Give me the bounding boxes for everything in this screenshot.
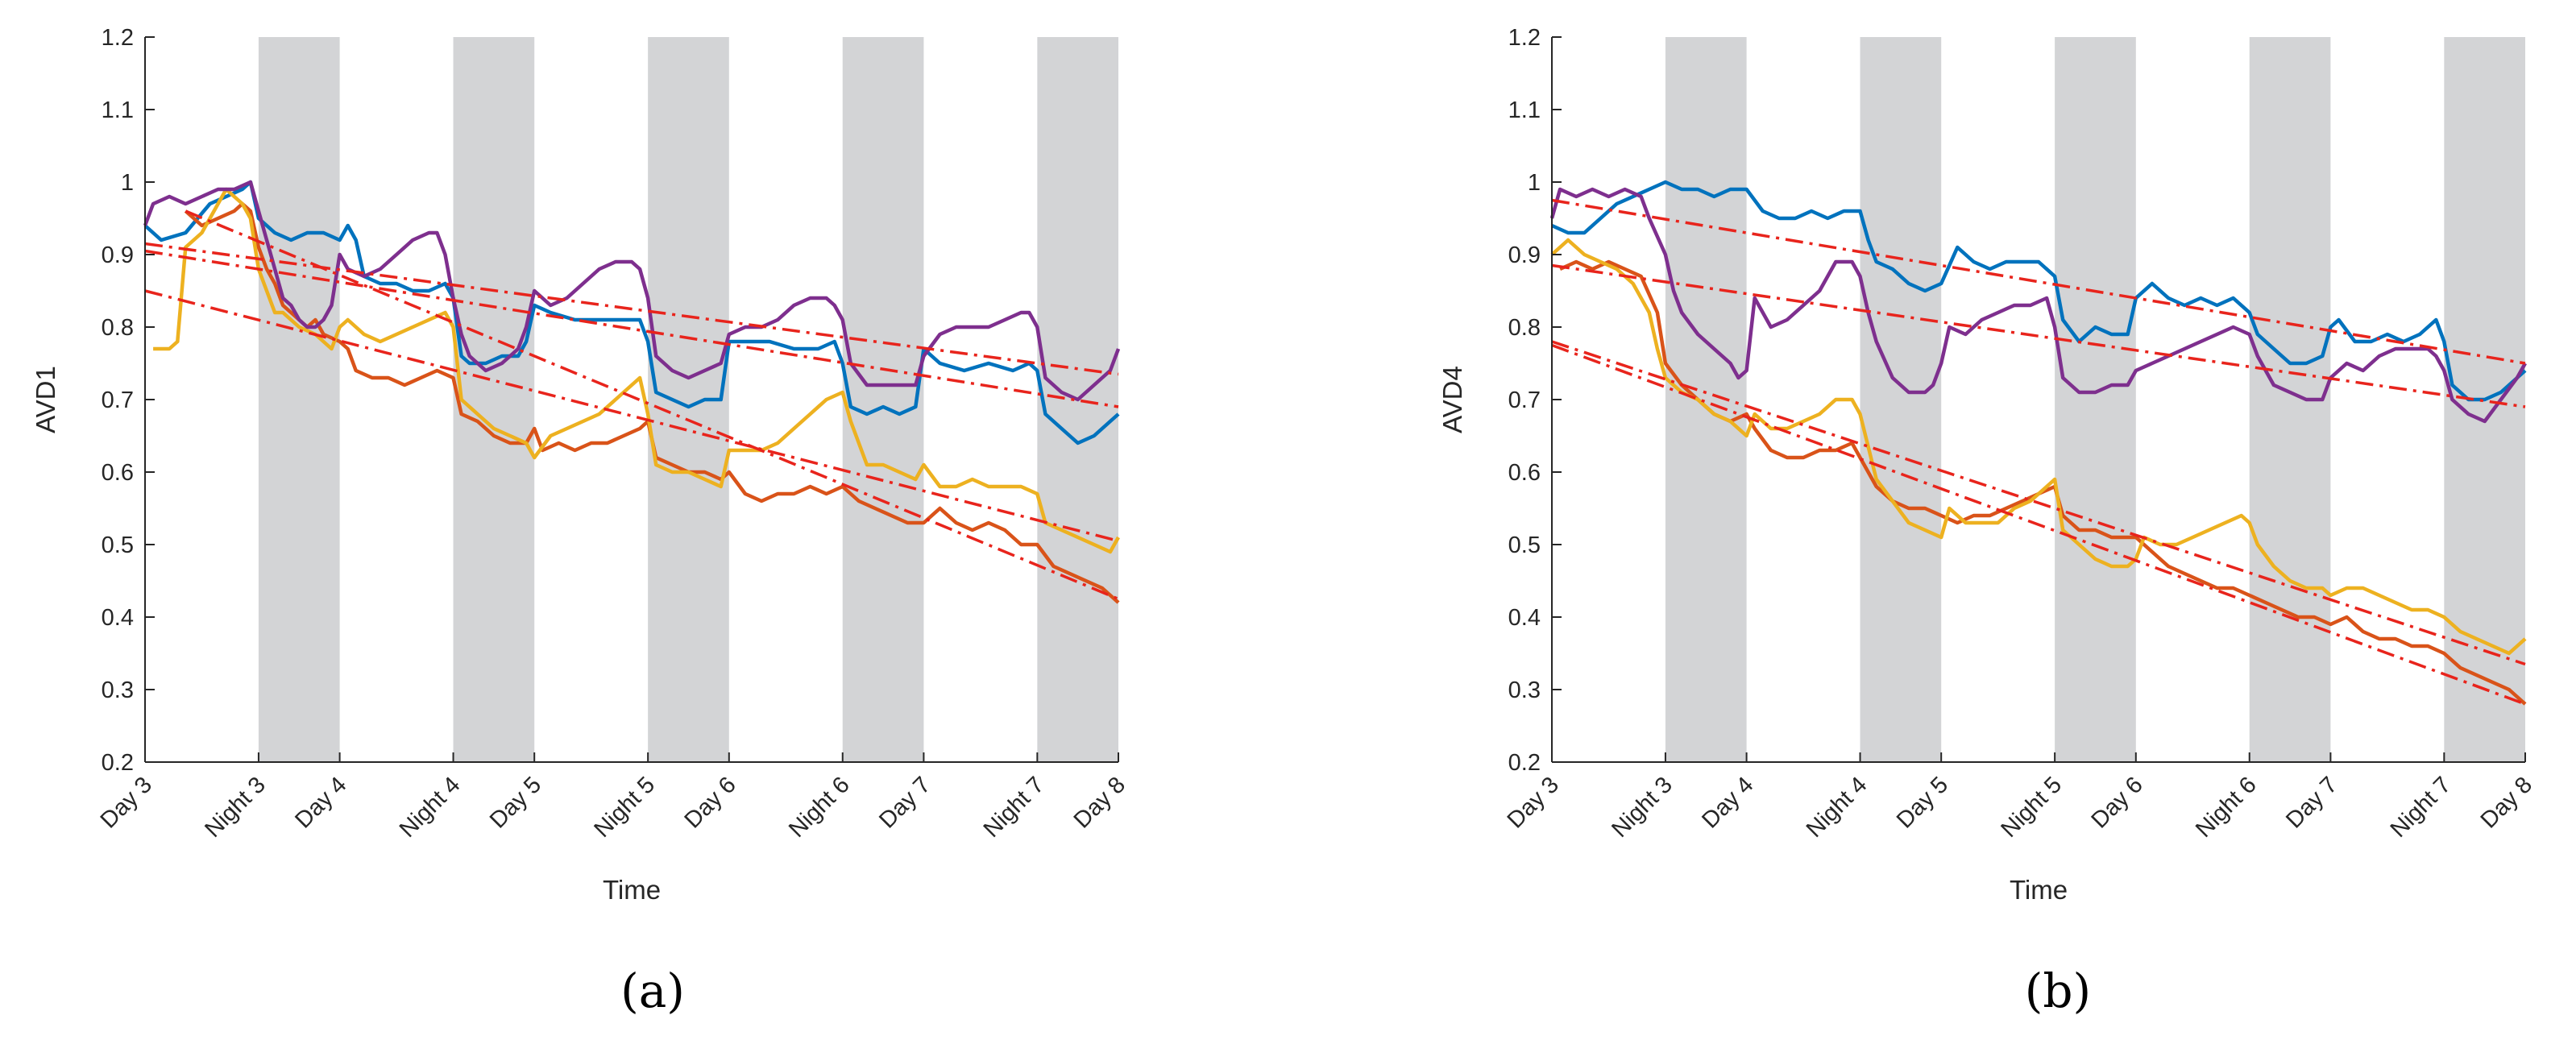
panel-a-trend-line — [144, 289, 1119, 543]
panel-b-night-band — [2055, 37, 2136, 762]
panel-a-x-tick-label: Night 4 — [395, 772, 466, 843]
panel-b-y-tick-label: 0.6 — [1508, 460, 1541, 486]
panel-b-x-axis-label: Time — [2010, 875, 2068, 905]
panel-b-chart: 0.2 0.3 0.4 0.5 0.6 0.7 0.8 0.9 1 1.1 1.2 Day 3 Nigh… — [1437, 25, 2537, 905]
panel-a-y-tick-label: 0.3 — [102, 677, 134, 703]
panel-a-night-band — [453, 37, 535, 762]
panel-b-x-tick-label: Night 4 — [1802, 772, 1873, 843]
panel-a-x-tick-label: Night 3 — [200, 772, 271, 843]
panel-b-series-blue-line — [1551, 180, 2527, 402]
panel-a-night-band — [842, 37, 924, 762]
panel-b-y-axis-label: AVD4 — [1437, 366, 1467, 433]
panel-b-night-band — [1860, 37, 1942, 762]
panel-b-series-purple-line — [1549, 187, 2527, 424]
panel-a-trend-line — [144, 242, 1119, 376]
panel-a-y-tick-label: 0.7 — [102, 387, 134, 413]
panel-b-x-tick-label: Day 8 — [2476, 772, 2537, 833]
panel-b-y-tick-label: 0.4 — [1508, 605, 1541, 631]
panel-b-y-tick-label: 0.9 — [1508, 242, 1541, 268]
panel-a-series-yellow-line — [153, 187, 1120, 554]
panel-a-y-tick-label: 0.9 — [102, 242, 134, 268]
panel-b-y-tick-label: 1.1 — [1508, 97, 1541, 123]
panel-b-y-tick-label: 0.8 — [1508, 315, 1541, 341]
panel-b-x-tick-label: Day 3 — [1503, 772, 1564, 833]
panel-b-trend-line — [1551, 343, 2526, 706]
panel-a-x-tick-label: Day 8 — [1069, 772, 1130, 833]
panel-a-y-tick-label: 0.2 — [102, 750, 134, 776]
panel-b-x-tick-label: Night 7 — [2386, 772, 2457, 843]
panel-a-series-purple-line — [143, 180, 1121, 402]
caption-b: (b) — [2025, 963, 2091, 1018]
panel-a-y-axis-label: AVD1 — [31, 366, 60, 433]
panel-a-y-tick-label: 0.5 — [102, 532, 134, 558]
panel-a-x-tick-label: Night 7 — [979, 772, 1050, 843]
panel-a-y-tick-label: 1 — [121, 170, 134, 196]
panel-a-x-axis-label: Time — [603, 875, 661, 905]
panel-b-trend-line — [1551, 263, 2526, 408]
panel-b-y-tick-label: 0.2 — [1508, 750, 1541, 776]
panel-a-x-tick-label: Day 4 — [290, 772, 351, 833]
panel-b-x-tick-label: Day 6 — [2087, 772, 2148, 833]
panel-a-y-tick-label: 0.6 — [102, 460, 134, 486]
panel-b-y-tick-label: 1 — [1528, 170, 1541, 196]
caption-a: (a) — [620, 963, 685, 1018]
panel-b-y-tick-label: 0.7 — [1508, 387, 1541, 413]
panel-b-x-tick-label: Day 7 — [2281, 772, 2342, 833]
panel-a-y-tick-label: 0.4 — [102, 605, 134, 631]
panel-a-y-tick-label: 0.8 — [102, 315, 134, 341]
panel-a-trend-line — [144, 249, 1119, 408]
panel-b-x-tick-label: Day 4 — [1697, 772, 1758, 833]
panel-b-trend-line — [1551, 198, 2526, 365]
panel-a-y-tick-label: 1.2 — [102, 25, 134, 51]
panel-a-night-band — [258, 37, 340, 762]
panel-a-x-tick-label: Day 5 — [485, 772, 546, 833]
panel-b-night-band — [1665, 37, 1747, 762]
panel-a-x-tick-label: Night 5 — [589, 772, 660, 843]
panel-a-x-tick-label: Day 7 — [874, 772, 935, 833]
panel-b-y-tick-label: 1.2 — [1508, 25, 1541, 51]
panel-a-x-tick-label: Day 6 — [680, 772, 741, 833]
panel-a-x-tick-label: Night 6 — [784, 772, 855, 843]
panel-b-y-tick-label: 0.3 — [1508, 677, 1541, 703]
panel-b-y-tick-label: 0.5 — [1508, 532, 1541, 558]
panel-b-x-tick-label: Day 5 — [1892, 772, 1953, 833]
panel-b-x-tick-label: Night 5 — [1996, 772, 2067, 843]
panel-a-y-tick-label: 1.1 — [102, 97, 134, 123]
panel-a-series-blue-line — [143, 180, 1120, 445]
panel-b-x-tick-label: Night 3 — [1607, 772, 1678, 843]
panel-b-x-tick-label: Night 6 — [2191, 772, 2262, 843]
panel-b-series-yellow-line — [1550, 238, 2527, 656]
panel-a-chart: 0.2 0.3 0.4 0.5 0.6 0.7 0.8 0.9 1 1.1 1.2 Day 3 Nigh… — [31, 25, 1130, 905]
panel-b-trend-line — [1551, 340, 2526, 666]
panel-a-x-tick-label: Day 3 — [96, 772, 157, 833]
